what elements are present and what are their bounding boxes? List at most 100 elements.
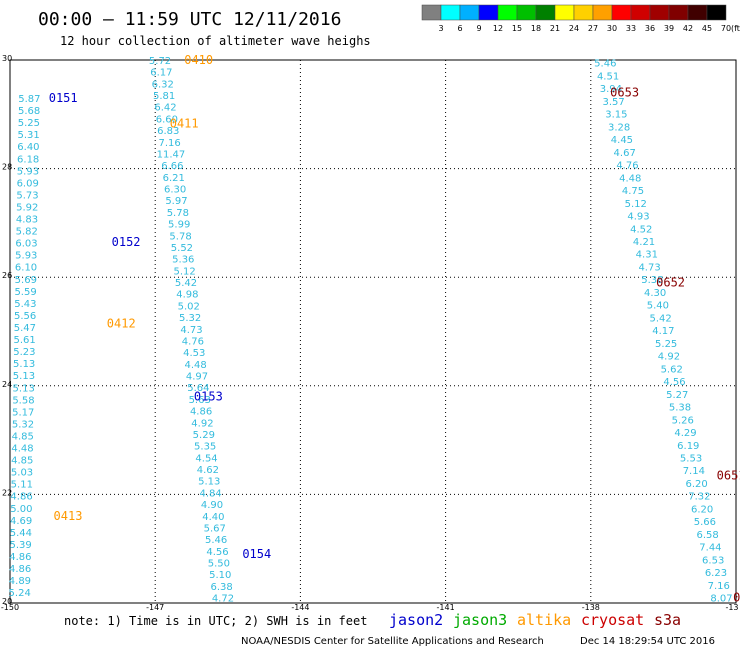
colorbar-swatch — [421, 4, 442, 21]
pass-label: 0410 — [184, 53, 213, 67]
swh-value: 5.97 — [165, 196, 187, 207]
swh-value: 6.18 — [17, 154, 39, 165]
swh-value: 7.32 — [688, 492, 710, 503]
swh-value: 5.63 — [189, 395, 211, 406]
swh-value: 4.51 — [597, 71, 619, 82]
x-tick-label: -147 — [146, 603, 164, 612]
pass-label: 0152 — [112, 235, 141, 249]
colorbar-swatch — [592, 4, 613, 21]
swh-value: 4.40 — [202, 512, 224, 523]
swh-value: 6.38 — [210, 582, 232, 593]
swh-value: 5.46 — [594, 59, 616, 70]
chart-subtitle: 12 hour collection of altimeter wave hei… — [60, 34, 371, 48]
grid-lines — [10, 60, 736, 603]
swh-value: 5.61 — [14, 335, 36, 346]
swh-value: 5.13 — [13, 383, 35, 394]
satellite-legend: jason2 jason3 altika cryosat s3a — [389, 611, 681, 629]
colorbar-label: 9 — [476, 24, 481, 33]
swh-value: 4.48 — [184, 360, 206, 371]
swh-value: 4.83 — [16, 215, 38, 226]
swh-value: 6.30 — [164, 185, 186, 196]
swh-value: 4.89 — [9, 576, 31, 587]
swh-value: 4.69 — [10, 516, 32, 527]
pass-labels: 0410 0411 0151 0152 0412 0153 0413 0154 0653 0652… — [49, 53, 740, 605]
swh-value: 5.00 — [10, 504, 32, 515]
pass-label: 0651 — [717, 468, 740, 482]
swh-value: 5.25 — [18, 118, 40, 129]
legend-entry: altika — [517, 611, 571, 629]
colorbar-swatch — [535, 4, 556, 21]
colorbar-label: 36 — [645, 24, 655, 33]
swh-value: 5.35 — [194, 442, 216, 453]
swh-value: 4.45 — [611, 135, 633, 146]
swh-value: 4.56 — [663, 377, 685, 388]
pass-label: 0412 — [107, 316, 136, 330]
swh-value: 5.62 — [661, 364, 683, 375]
swh-value: 3.28 — [608, 122, 630, 133]
pass-label: 0411 — [170, 117, 199, 131]
swh-value: 6.21 — [163, 173, 185, 184]
x-tick-label: -138 — [582, 603, 600, 612]
colorbar-swatch — [459, 4, 480, 21]
swh-value: 4.31 — [636, 250, 658, 261]
swh-value: 5.32 — [12, 419, 34, 430]
y-tick-label: 30 — [2, 54, 12, 63]
colorbar-swatch — [706, 4, 727, 21]
swh-value: 5.69 — [15, 275, 37, 286]
swh-value: 5.50 — [208, 559, 230, 570]
swh-value: 5.78 — [167, 208, 189, 219]
swh-value: 5.27 — [666, 390, 688, 401]
pass-label: 0154 — [242, 547, 271, 561]
swh-value: 5.68 — [18, 106, 40, 117]
swh-value: 3.94 — [600, 84, 622, 95]
colorbar-swatch — [554, 4, 575, 21]
swh-value: 5.31 — [18, 130, 40, 141]
legend-entry: jason3 — [453, 611, 507, 629]
colorbar-swatch — [516, 4, 537, 21]
pass-label: 0 — [733, 591, 740, 605]
swh-value: 5.38 — [641, 275, 663, 286]
swh-value: 5.81 — [153, 91, 175, 102]
swh-value: 5.53 — [680, 453, 702, 464]
swh-value: 4.98 — [176, 290, 198, 301]
swh-value: 5.39 — [9, 540, 31, 551]
axis-ticks: -150 -147 -144 -141 -138 -13 20 22 24 26 28 30 — [1, 54, 739, 612]
colorbar-swatch — [649, 4, 670, 21]
swh-value: 5.40 — [647, 301, 669, 312]
swh-value: 4.86 — [9, 552, 31, 563]
swh-value: 5.47 — [14, 323, 36, 334]
colorbar-label: 39 — [664, 24, 674, 33]
swh-value: 6.60 — [156, 114, 178, 125]
swh-value: 5.42 — [650, 313, 672, 324]
colorbar-swatch — [687, 4, 708, 21]
swh-value: 4.85 — [11, 456, 33, 467]
legend-entry: s3a — [654, 611, 681, 629]
y-tick-label: 24 — [2, 380, 12, 389]
swh-value: 11.47 — [157, 149, 186, 160]
swh-value: 6.23 — [705, 568, 727, 579]
pass-label: 0153 — [194, 390, 223, 404]
swh-value: 5.29 — [193, 430, 215, 441]
swh-value: 4.30 — [644, 288, 666, 299]
swh-value: 4.73 — [638, 262, 660, 273]
colorbar-label: 3 — [438, 24, 443, 33]
swh-value: 4.86 — [10, 492, 32, 503]
chart-title: 00:00 – 11:59 UTC 12/11/2016 — [38, 9, 341, 30]
swh-value: 4.92 — [658, 352, 680, 363]
swh-value: 7.44 — [699, 543, 721, 554]
swh-value: 6.20 — [691, 504, 713, 515]
swh-value: 5.72 — [149, 56, 171, 67]
pass-label: 0652 — [656, 276, 685, 290]
swh-value: 4.84 — [200, 488, 222, 499]
legend-entry: cryosat — [581, 611, 644, 629]
swh-value: 5.73 — [16, 190, 38, 201]
colorbar-swatch — [497, 4, 518, 21]
pass-label: 0413 — [54, 509, 83, 523]
swh-value: 4.76 — [616, 161, 638, 172]
swh-value: 6.20 — [685, 479, 707, 490]
swh-value: 6.10 — [15, 263, 37, 274]
swh-value: 5.46 — [205, 535, 227, 546]
swh-value: 7.16 — [708, 581, 730, 592]
